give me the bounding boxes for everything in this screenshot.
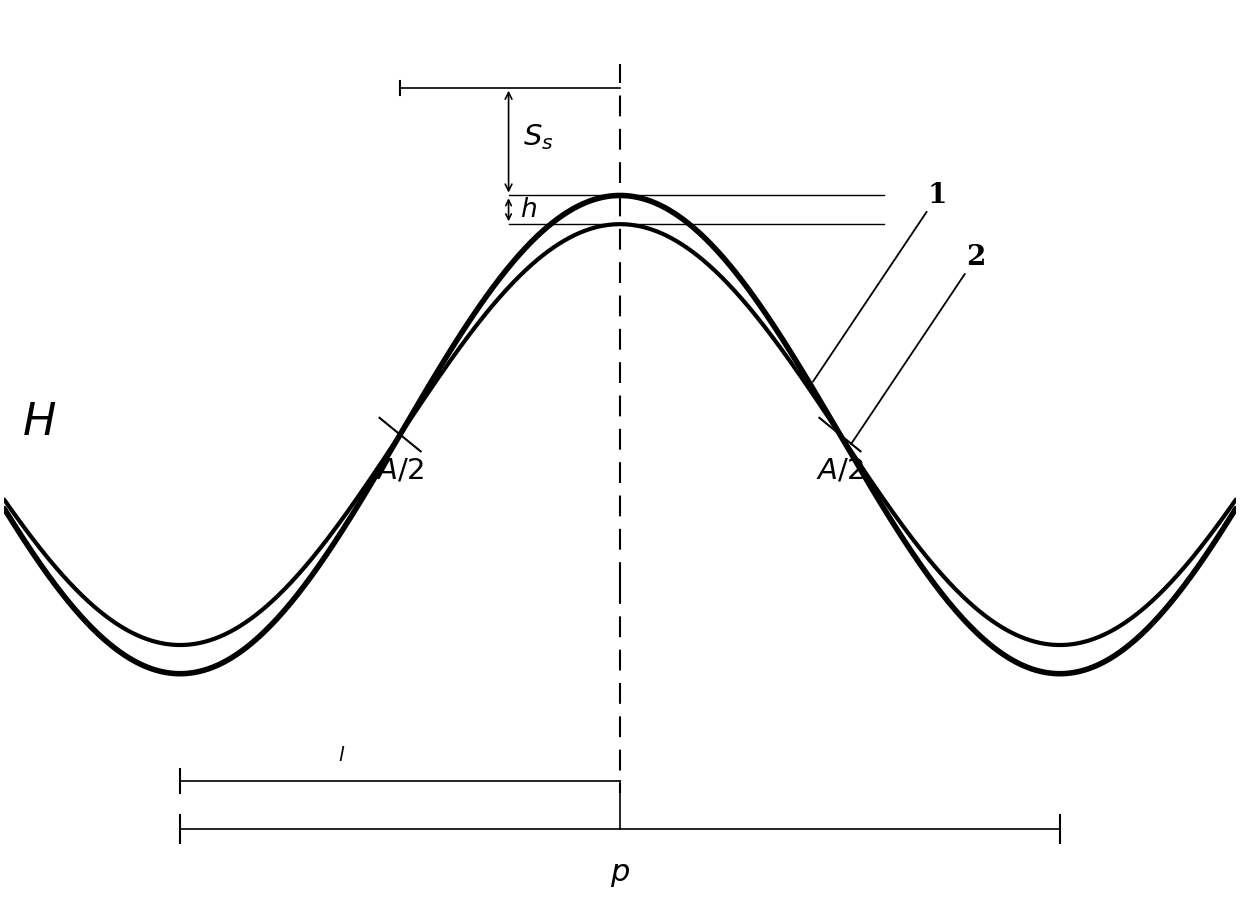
Text: $S_s$: $S_s$ xyxy=(523,122,554,152)
Text: $p$: $p$ xyxy=(610,857,630,889)
Text: 1: 1 xyxy=(813,182,947,381)
Text: 2: 2 xyxy=(851,244,986,444)
Text: $\mathit{l}$: $\mathit{l}$ xyxy=(337,746,345,765)
Text: $A/2$: $A/2$ xyxy=(376,456,424,485)
Text: $H$: $H$ xyxy=(22,401,57,444)
Text: $h$: $h$ xyxy=(521,197,537,222)
Text: $A/2$: $A/2$ xyxy=(816,456,864,485)
